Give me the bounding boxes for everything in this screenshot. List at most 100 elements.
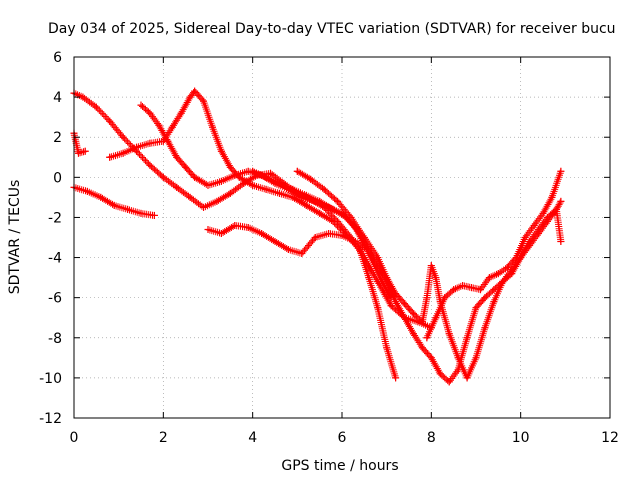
data-point	[298, 250, 306, 258]
data-point	[267, 169, 275, 177]
data-point	[119, 149, 127, 157]
data-point	[347, 213, 355, 221]
data-point	[110, 201, 118, 209]
y-tick-label: 4	[53, 90, 62, 106]
data-point	[548, 193, 556, 201]
data-point	[557, 238, 565, 246]
data-point	[409, 330, 417, 338]
data-point	[275, 179, 283, 187]
data-point	[302, 201, 310, 209]
data-point	[329, 217, 337, 225]
data-point	[186, 193, 194, 201]
data-point	[441, 294, 449, 302]
data-point	[490, 298, 498, 306]
data-point	[159, 173, 167, 181]
data-point	[204, 225, 212, 233]
data-point	[302, 191, 310, 199]
data-point	[81, 147, 89, 155]
data-point	[168, 123, 176, 131]
data-point	[311, 234, 319, 241]
data-point	[204, 181, 212, 189]
data-point	[383, 344, 391, 352]
data-point	[97, 193, 105, 201]
chart-title: Day 034 of 2025, Sidereal Day-to-day VTE…	[48, 21, 616, 37]
data-point	[262, 173, 270, 181]
data-point	[200, 203, 208, 211]
data-point	[392, 290, 400, 298]
data-point	[83, 187, 91, 195]
marks-layer	[70, 87, 565, 386]
data-point	[146, 139, 154, 147]
data-point	[557, 167, 565, 175]
data-point	[401, 300, 409, 308]
data-point	[334, 197, 342, 205]
data-point	[512, 254, 520, 262]
data-point	[155, 121, 163, 129]
data-point	[468, 284, 476, 292]
y-tick-label: 0	[53, 170, 62, 186]
data-point	[472, 354, 480, 362]
data-point	[365, 274, 373, 282]
data-point	[208, 123, 216, 131]
data-point	[231, 221, 239, 229]
data-point	[392, 298, 400, 306]
data-point	[508, 266, 516, 274]
x-tick-label: 8	[427, 430, 436, 446]
data-point	[226, 163, 234, 171]
data-point	[418, 318, 426, 326]
data-point	[374, 254, 382, 262]
data-point	[186, 93, 194, 101]
data-point	[499, 278, 507, 286]
data-point	[307, 175, 315, 183]
series-trace	[70, 183, 158, 219]
data-point	[92, 103, 100, 111]
data-point	[392, 374, 400, 382]
data-point	[423, 334, 431, 342]
data-point	[271, 238, 279, 246]
series-trace	[137, 101, 395, 302]
data-point	[463, 374, 471, 382]
data-point	[374, 304, 382, 312]
y-tick-label: -4	[48, 251, 62, 267]
data-point	[293, 167, 301, 175]
x-tick-label: 4	[248, 430, 257, 446]
data-point	[182, 163, 190, 171]
data-point	[262, 185, 270, 193]
data-point	[450, 286, 458, 294]
data-point	[74, 149, 82, 157]
data-point	[557, 197, 565, 205]
data-point	[503, 264, 511, 272]
data-point	[173, 153, 181, 161]
data-point	[106, 117, 114, 125]
data-point	[191, 173, 199, 181]
data-point	[427, 262, 435, 270]
y-tick-label: -8	[48, 331, 62, 347]
data-point	[427, 354, 435, 362]
data-point	[119, 133, 127, 141]
data-point	[316, 209, 324, 217]
data-point	[481, 294, 489, 302]
y-tick-label: 2	[53, 130, 62, 146]
data-point	[226, 189, 234, 197]
data-point	[106, 153, 114, 161]
data-point	[289, 193, 297, 201]
series-track-3	[70, 129, 89, 157]
data-point	[387, 302, 395, 310]
data-point	[249, 167, 257, 175]
data-point	[401, 314, 409, 322]
data-point	[137, 209, 145, 217]
x-tick-label: 0	[70, 430, 79, 446]
data-point	[454, 354, 462, 362]
data-point	[164, 137, 172, 145]
y-tick-label: -2	[48, 210, 62, 226]
data-point	[423, 294, 431, 302]
data-point	[213, 197, 221, 205]
data-point	[231, 171, 239, 179]
y-axis-label: SDTVAR / TECUs	[7, 180, 23, 295]
data-point	[217, 147, 225, 155]
data-point	[463, 334, 471, 342]
data-point	[150, 211, 158, 219]
data-point	[124, 205, 132, 213]
data-point	[217, 229, 225, 237]
